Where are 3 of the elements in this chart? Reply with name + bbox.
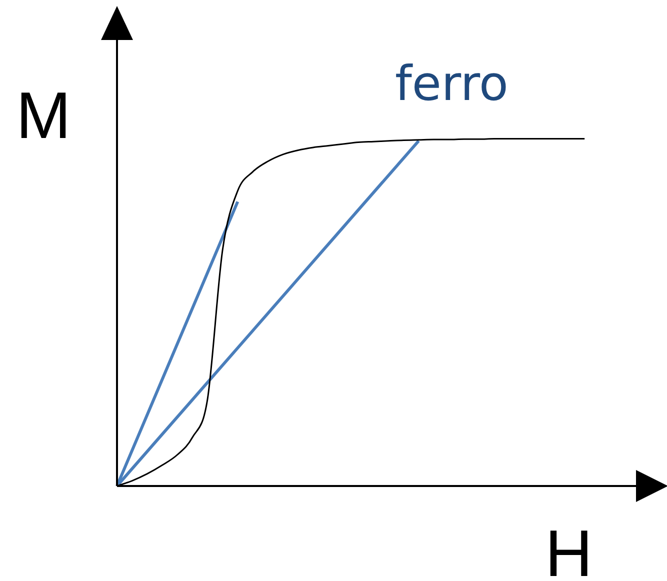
x-axis-title: H <box>545 516 593 581</box>
text: ferro <box>395 56 508 112</box>
y-axis-title: M <box>16 78 71 152</box>
